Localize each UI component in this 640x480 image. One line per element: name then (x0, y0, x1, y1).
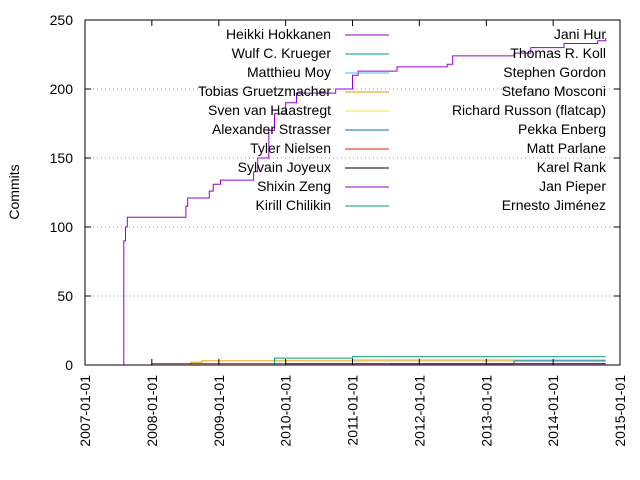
legend: Heikki Hokkanen Wulf C. Krueger Matthieu M… (198, 26, 607, 213)
legend-label: Jani Hur (554, 26, 606, 42)
x-tick-label: 2007-01-01 (77, 375, 93, 447)
legend-label: Sven van Haastregt (208, 102, 331, 118)
legend-label: Sylvain Joyeux (238, 159, 331, 175)
legend-label: Kirill Chilikin (256, 197, 331, 213)
x-tick-label: 2011-01-01 (345, 375, 361, 446)
legend-label: Matt Parlane (527, 140, 607, 156)
x-tick-label: 2009-01-01 (211, 375, 227, 447)
legend-label: Stephen Gordon (503, 64, 606, 80)
x-tick-label: 2014-01-01 (545, 375, 561, 447)
y-tick-label: 50 (57, 288, 73, 304)
y-tick-label: 0 (65, 357, 73, 373)
legend-label: Tobias Gruetzmacher (198, 83, 331, 99)
legend-label: Stefano Mosconi (502, 83, 606, 99)
legend-label: Ernesto Jiménez (502, 197, 606, 213)
y-axis-ticks: 0 50 100 150 200 250 (50, 12, 620, 373)
legend-label: Heikki Hokkanen (226, 26, 331, 42)
x-tick-label: 2012-01-01 (411, 375, 427, 447)
y-tick-label: 250 (50, 12, 74, 28)
legend-label: Richard Russon (flatcap) (452, 102, 606, 118)
legend-label: Shixin Zeng (257, 178, 331, 194)
y-axis-label: Commits (6, 164, 22, 219)
legend-label: Alexander Strasser (212, 121, 331, 137)
legend-label: Matthieu Moy (247, 64, 331, 80)
y-tick-label: 200 (50, 81, 74, 97)
legend-label: Thomas R. Koll (510, 45, 606, 61)
y-tick-label: 100 (50, 219, 74, 235)
series-line-0 (118, 37, 607, 366)
x-tick-label: 2015-01-01 (612, 375, 628, 447)
x-tick-label: 2010-01-01 (278, 375, 294, 447)
x-axis-ticks: 2007-01-01 2008-01-01 2009-01-01 2010-01-01… (77, 20, 628, 447)
x-tick-label: 2013-01-01 (478, 375, 494, 447)
x-tick-label: 2008-01-01 (144, 375, 160, 447)
legend-label: Jan Pieper (539, 178, 606, 194)
y-tick-label: 150 (50, 150, 74, 166)
legend-label: Tyler Nielsen (250, 140, 331, 156)
legend-label: Karel Rank (537, 159, 607, 175)
legend-label: Wulf C. Krueger (232, 45, 332, 61)
legend-label: Pekka Enberg (518, 121, 606, 137)
